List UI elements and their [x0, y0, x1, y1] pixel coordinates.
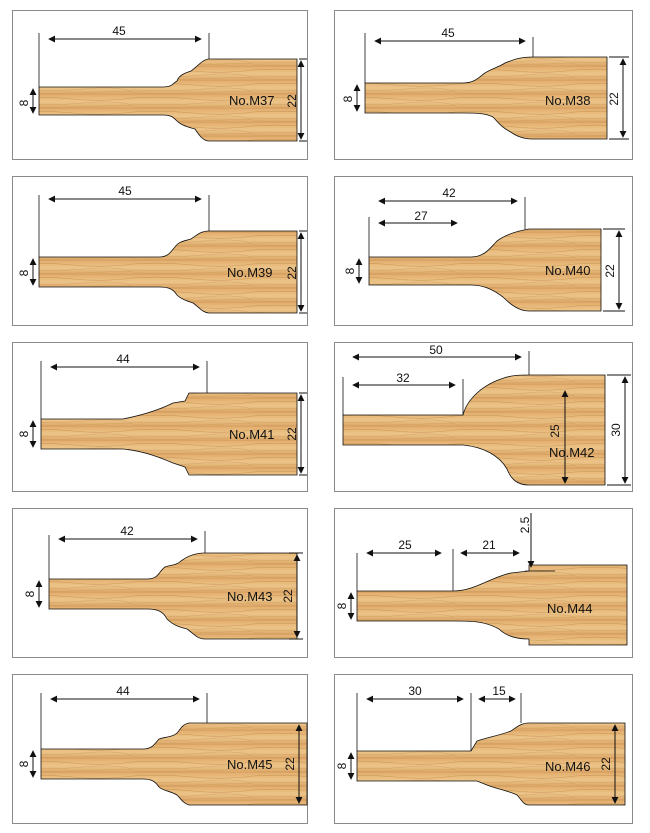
- model-number: No.M38: [545, 93, 591, 108]
- profile-diagram-m41: 44 8 22 No.M41: [17, 352, 307, 476]
- model-number: No.M39: [227, 265, 273, 280]
- dim-label-height: 8: [23, 590, 37, 597]
- profile-panel-m38: 45 8 22 No.M38: [334, 10, 633, 160]
- profile-diagram-m37: 45 8 22 No.M37: [17, 24, 307, 142]
- dim-label-height: 8: [341, 95, 355, 102]
- dim-label-overall: 30: [609, 423, 623, 437]
- dim-label-overall: 22: [283, 757, 297, 771]
- model-number: No.M44: [547, 601, 593, 616]
- profile-panel-m41: 44 8 22 No.M41: [12, 342, 308, 492]
- profile-panel-m40: 42 27 8 22 No.M40: [334, 176, 633, 326]
- dim-label-width: 45: [112, 24, 126, 38]
- profile-diagram-m44: 25 21 2.5 8 No.M44: [335, 513, 628, 646]
- dim-label-overall: 22: [285, 94, 299, 108]
- profile-panel-m43: 42 8 22 No.M43: [12, 508, 308, 658]
- wood-profile: [364, 56, 608, 140]
- dim-label-width: 45: [441, 26, 455, 40]
- wood-profile: [38, 58, 298, 142]
- dim-label-step: 2.5: [518, 516, 532, 533]
- profile-diagram-m39: 45 8 22 No.M39: [17, 184, 307, 314]
- profile-diagram-m38: 45 8 22 No.M38: [341, 26, 629, 140]
- wood-profile: [356, 564, 628, 646]
- dim-label-height: 8: [17, 269, 31, 276]
- wood-profile: [368, 228, 602, 312]
- profile-panel-m39: 45 8 22 No.M39: [12, 176, 308, 326]
- dim-label-inner: 30: [408, 684, 422, 698]
- model-number: No.M46: [545, 759, 591, 774]
- dim-label-overall: 22: [603, 264, 617, 278]
- dim-label-height: 8: [17, 760, 31, 767]
- model-number: No.M37: [229, 93, 275, 108]
- profile-diagram-m40: 42 27 8 22 No.M40: [343, 186, 625, 312]
- dim-label-inner: 32: [396, 371, 410, 385]
- profile-panel-m42: 50 32 25 30 No.M42: [334, 342, 633, 492]
- dim-label-inner: 27: [414, 209, 428, 223]
- dim-label-step: 15: [492, 684, 506, 698]
- dim-label-overall: 22: [285, 427, 299, 441]
- profile-panel-m44: 25 21 2.5 8 No.M44: [334, 508, 633, 658]
- profile-panel-m45: 44 8 22 No.M45: [12, 674, 308, 824]
- dim-label-height: 8: [17, 99, 31, 106]
- dim-label-height: 8: [335, 602, 349, 609]
- dim-label-height: 8: [335, 762, 349, 769]
- dim-label-height: 8: [17, 430, 31, 437]
- dim-label-overall: 22: [281, 589, 295, 603]
- dim-label-width: 42: [442, 186, 456, 200]
- model-number: No.M43: [227, 589, 273, 604]
- profile-diagram-m42: 50 32 25 30 No.M42: [342, 343, 631, 486]
- profile-panel-m46: 30 15 8 22 No.M46: [334, 674, 633, 824]
- dim-label-width: 44: [116, 352, 130, 366]
- dim-label-width: 42: [120, 524, 134, 538]
- dim-label-overall: 22: [285, 266, 299, 280]
- dim-label-overall: 22: [607, 92, 621, 106]
- dim-label-width: 50: [429, 343, 443, 357]
- wood-profile: [38, 230, 298, 314]
- model-number: No.M42: [549, 445, 595, 460]
- profile-panel-m37: 45 8 22 No.M37: [12, 10, 308, 160]
- model-number: No.M40: [545, 263, 591, 278]
- profile-diagram-m43: 42 8 22 No.M43: [23, 524, 303, 640]
- wood-profile: [342, 374, 606, 486]
- dim-label-width: 44: [116, 684, 130, 698]
- dim-label-height: 8: [343, 267, 357, 274]
- dim-label-overall: 22: [599, 757, 613, 771]
- profile-diagram-m45: 44 8 22 No.M45: [17, 684, 308, 806]
- dim-label-width: 45: [118, 184, 132, 198]
- wood-profile: [40, 722, 308, 806]
- dim-label-taper: 21: [482, 538, 496, 552]
- profile-diagram-m46: 30 15 8 22 No.M46: [335, 684, 626, 806]
- dim-label-inner: 25: [398, 538, 412, 552]
- dim-label-depth: 25: [548, 424, 562, 438]
- wood-profile: [40, 392, 298, 476]
- model-number: No.M45: [227, 757, 273, 772]
- wood-profile: [356, 722, 626, 806]
- model-number: No.M41: [229, 427, 275, 442]
